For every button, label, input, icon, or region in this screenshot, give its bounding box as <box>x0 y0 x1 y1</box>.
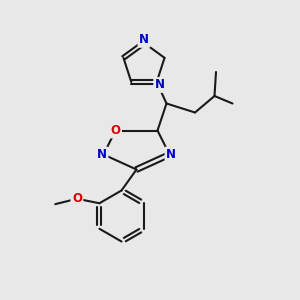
Text: N: N <box>166 148 176 161</box>
Text: O: O <box>72 192 82 205</box>
Text: N: N <box>155 79 165 92</box>
Text: N: N <box>97 148 107 161</box>
Text: O: O <box>110 124 121 137</box>
Text: N: N <box>139 33 149 46</box>
